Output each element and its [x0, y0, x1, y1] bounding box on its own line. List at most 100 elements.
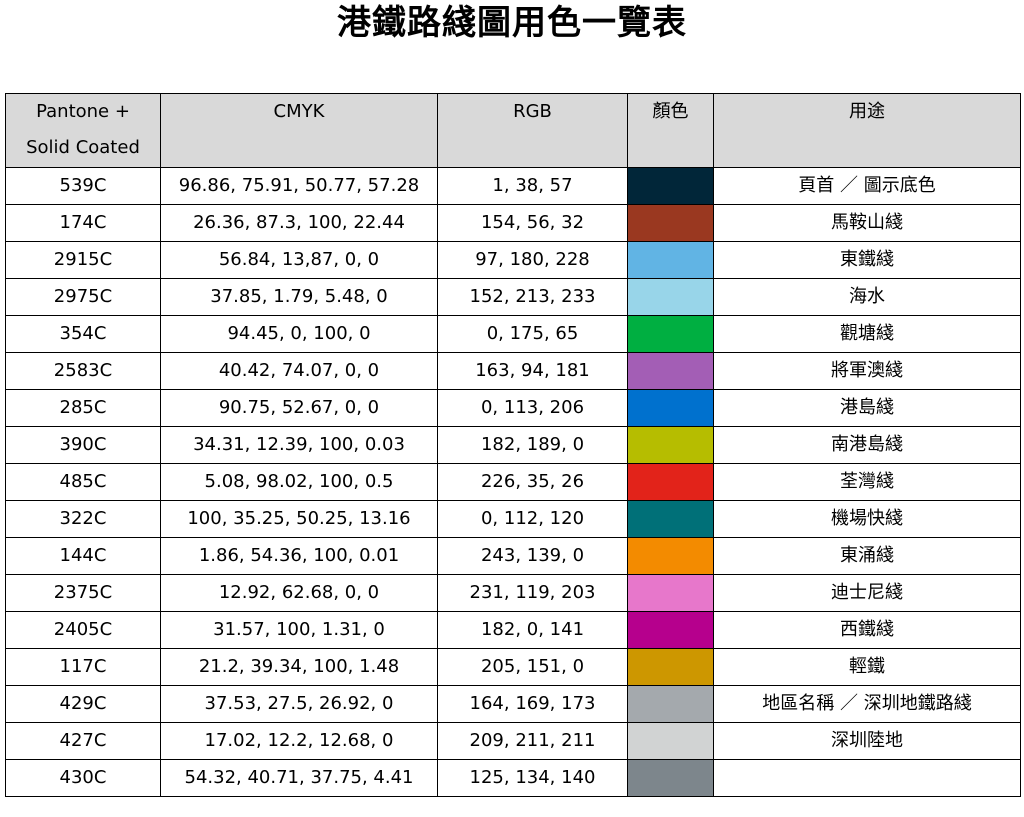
pantone-cell: 539C — [5, 167, 161, 205]
cmyk-cell: 21.2, 39.34, 100, 1.48 — [160, 648, 438, 686]
cmyk-cell: 34.31, 12.39, 100, 0.03 — [160, 426, 438, 464]
cmyk-cell: 100, 35.25, 50.25, 13.16 — [160, 500, 438, 538]
cmyk-cell: 37.53, 27.5, 26.92, 0 — [160, 685, 438, 723]
color-swatch-cell — [627, 426, 714, 464]
pantone-cell: 2915C — [5, 241, 161, 279]
color-swatch — [628, 353, 713, 389]
header-color: 顏色 — [627, 93, 714, 168]
color-swatch — [628, 575, 713, 611]
rgb-cell: 97, 180, 228 — [437, 241, 628, 279]
color-swatch — [628, 427, 713, 463]
usage-cell: 機場快綫 — [713, 500, 1021, 538]
color-swatch-cell — [627, 648, 714, 686]
color-swatch — [628, 168, 713, 204]
pantone-cell: 390C — [5, 426, 161, 464]
header-pantone-line2: Solid Coated — [26, 137, 140, 158]
cmyk-cell: 17.02, 12.2, 12.68, 0 — [160, 722, 438, 760]
color-swatch-cell — [627, 759, 714, 797]
color-swatch-cell — [627, 315, 714, 353]
color-swatch — [628, 464, 713, 500]
color-table: Pantone + Solid Coated CMYK RGB 顏色 用途 539… — [5, 93, 1021, 797]
rgb-cell: 231, 119, 203 — [437, 574, 628, 612]
color-swatch — [628, 760, 713, 796]
color-swatch — [628, 649, 713, 685]
cmyk-cell: 31.57, 100, 1.31, 0 — [160, 611, 438, 649]
cmyk-cell: 54.32, 40.71, 37.75, 4.41 — [160, 759, 438, 797]
color-swatch-cell — [627, 611, 714, 649]
rgb-cell: 154, 56, 32 — [437, 204, 628, 242]
header-cmyk: CMYK — [160, 93, 438, 168]
color-swatch-cell — [627, 204, 714, 242]
cmyk-cell: 5.08, 98.02, 100, 0.5 — [160, 463, 438, 501]
color-swatch-cell — [627, 574, 714, 612]
table-row: 427C 17.02, 12.2, 12.68, 0 209, 211, 211 深圳… — [5, 722, 1021, 760]
header-pantone: Pantone + Solid Coated — [5, 93, 161, 168]
usage-cell: 馬鞍山綫 — [713, 204, 1021, 242]
color-swatch-cell — [627, 685, 714, 723]
pantone-cell: 427C — [5, 722, 161, 760]
header-pantone-line1: Pantone + — [36, 101, 130, 122]
color-swatch — [628, 501, 713, 537]
cmyk-cell: 37.85, 1.79, 5.48, 0 — [160, 278, 438, 316]
pantone-cell: 2405C — [5, 611, 161, 649]
cmyk-cell: 1.86, 54.36, 100, 0.01 — [160, 537, 438, 575]
usage-cell: 東鐵綫 — [713, 241, 1021, 279]
color-swatch — [628, 686, 713, 722]
rgb-cell: 0, 175, 65 — [437, 315, 628, 353]
pantone-cell: 429C — [5, 685, 161, 723]
usage-cell: 南港島綫 — [713, 426, 1021, 464]
rgb-cell: 164, 169, 173 — [437, 685, 628, 723]
pantone-cell: 430C — [5, 759, 161, 797]
usage-cell: 港島綫 — [713, 389, 1021, 427]
cmyk-cell: 12.92, 62.68, 0, 0 — [160, 574, 438, 612]
table-row: 430C 54.32, 40.71, 37.75, 4.41 125, 134, 1… — [5, 759, 1021, 797]
pantone-cell: 285C — [5, 389, 161, 427]
cmyk-cell: 26.36, 87.3, 100, 22.44 — [160, 204, 438, 242]
color-swatch — [628, 390, 713, 426]
page-title: 港鐵路綫圖用色一覽表 — [337, 3, 687, 43]
color-swatch-cell — [627, 389, 714, 427]
table-row: 285C 90.75, 52.67, 0, 0 0, 113, 206 港島綫 — [5, 389, 1021, 427]
rgb-cell: 163, 94, 181 — [437, 352, 628, 390]
cmyk-cell: 94.45, 0, 100, 0 — [160, 315, 438, 353]
table-row: 2583C 40.42, 74.07, 0, 0 163, 94, 181 將軍澳綫 — [5, 352, 1021, 390]
table-row: 2975C 37.85, 1.79, 5.48, 0 152, 213, 233 海水 — [5, 278, 1021, 316]
color-swatch — [628, 538, 713, 574]
table-row: 117C 21.2, 39.34, 100, 1.48 205, 151, 0 輕鐵 — [5, 648, 1021, 686]
color-swatch-cell — [627, 278, 714, 316]
color-swatch — [628, 316, 713, 352]
pantone-cell: 2975C — [5, 278, 161, 316]
table-row: 429C 37.53, 27.5, 26.92, 0 164, 169, 173 地區… — [5, 685, 1021, 723]
usage-cell: 輕鐵 — [713, 648, 1021, 686]
usage-cell: 地區名稱 ／ 深圳地鐵路綫 — [713, 685, 1021, 723]
rgb-cell: 0, 112, 120 — [437, 500, 628, 538]
rgb-cell: 152, 213, 233 — [437, 278, 628, 316]
pantone-cell: 322C — [5, 500, 161, 538]
header-rgb: RGB — [437, 93, 628, 168]
color-swatch-cell — [627, 352, 714, 390]
cmyk-cell: 56.84, 13,87, 0, 0 — [160, 241, 438, 279]
usage-cell — [713, 759, 1021, 797]
pantone-cell: 144C — [5, 537, 161, 575]
table-row: 485C 5.08, 98.02, 100, 0.5 226, 35, 26 荃灣綫 — [5, 463, 1021, 501]
color-swatch-cell — [627, 537, 714, 575]
usage-cell: 深圳陸地 — [713, 722, 1021, 760]
rgb-cell: 1, 38, 57 — [437, 167, 628, 205]
table-row: 144C 1.86, 54.36, 100, 0.01 243, 139, 0 東涌綫 — [5, 537, 1021, 575]
rgb-cell: 0, 113, 206 — [437, 389, 628, 427]
rgb-cell: 243, 139, 0 — [437, 537, 628, 575]
cmyk-cell: 96.86, 75.91, 50.77, 57.28 — [160, 167, 438, 205]
usage-cell: 迪士尼綫 — [713, 574, 1021, 612]
usage-cell: 西鐵綫 — [713, 611, 1021, 649]
rgb-cell: 182, 0, 141 — [437, 611, 628, 649]
table-row: 322C 100, 35.25, 50.25, 13.16 0, 112, 120 機… — [5, 500, 1021, 538]
rgb-cell: 205, 151, 0 — [437, 648, 628, 686]
header-usage: 用途 — [713, 93, 1021, 168]
color-swatch — [628, 242, 713, 278]
table-row: 174C 26.36, 87.3, 100, 22.44 154, 56, 32 馬鞍… — [5, 204, 1021, 242]
rgb-cell: 125, 134, 140 — [437, 759, 628, 797]
color-swatch-cell — [627, 500, 714, 538]
color-swatch-cell — [627, 722, 714, 760]
pantone-cell: 485C — [5, 463, 161, 501]
header-row: Pantone + Solid Coated CMYK RGB 顏色 用途 — [5, 93, 1021, 168]
